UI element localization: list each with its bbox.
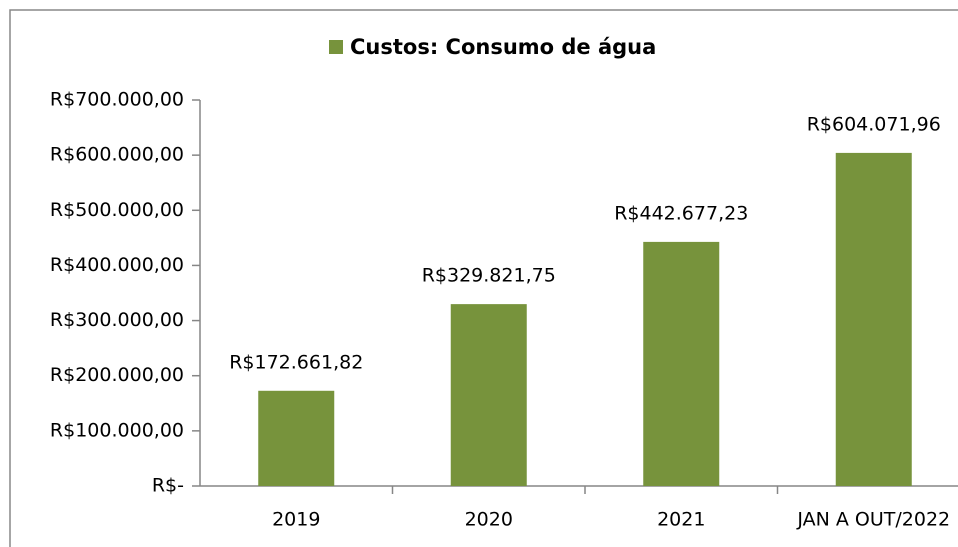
x-tick-label: 2020: [465, 509, 513, 531]
value-label: R$172.661,82: [229, 351, 363, 373]
y-tick-label: R$500.000,00: [50, 199, 184, 221]
x-tick-label: 2019: [272, 509, 320, 531]
value-label: R$604.071,96: [807, 113, 941, 135]
y-tick-label: R$200.000,00: [50, 364, 184, 386]
bar: [643, 241, 720, 486]
y-tick-label: R$400.000,00: [50, 254, 184, 276]
legend-swatch: [329, 40, 343, 54]
y-tick-label: R$300.000,00: [50, 309, 184, 331]
y-tick-label: R$700.000,00: [50, 89, 184, 111]
legend-label: Custos: Consumo de água: [350, 35, 656, 59]
y-tick-label: R$-: [152, 475, 184, 497]
x-tick-label: 2021: [657, 509, 705, 531]
y-tick-label: R$100.000,00: [50, 419, 184, 441]
value-label: R$442.677,23: [614, 202, 748, 224]
value-label: R$329.821,75: [422, 265, 556, 287]
y-tick-label: R$600.000,00: [50, 144, 184, 166]
bar: [835, 152, 912, 486]
bar: [450, 304, 527, 486]
x-tick-label: JAN A OUT/2022: [796, 509, 950, 531]
bar: [258, 390, 335, 486]
